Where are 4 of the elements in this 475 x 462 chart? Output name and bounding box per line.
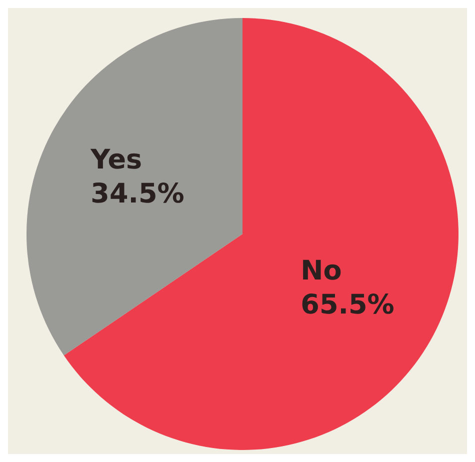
data-label: 65.5% — [300, 290, 394, 321]
data-label: 34.5% — [90, 178, 184, 210]
slice-label: Yes — [90, 144, 142, 176]
slice-label: No — [300, 256, 342, 287]
